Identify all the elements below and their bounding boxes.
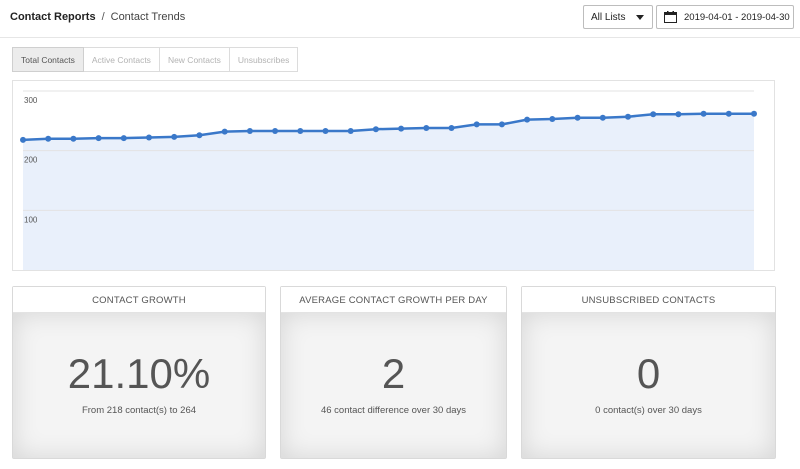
card-subtitle: 46 contact difference over 30 days: [320, 405, 467, 416]
data-point: [297, 128, 304, 134]
card-subtitle: 0 contact(s) over 30 days: [595, 405, 702, 416]
data-point: [675, 111, 682, 118]
data-point: [625, 113, 631, 120]
card-title: CONTACT GROWTH: [13, 287, 265, 313]
area-fill: [23, 113, 754, 270]
data-point: [650, 111, 657, 118]
average-growth-card: AVERAGE CONTACT GROWTH PER DAY 2 46 cont…: [280, 286, 507, 459]
y-tick-label: 100: [24, 215, 38, 224]
data-point: [171, 133, 178, 140]
contacts-trend-chart: 300 200 100: [20, 90, 757, 270]
card-value: 21.10%: [67, 350, 211, 397]
card-value: 0: [636, 350, 661, 397]
card-value: 2: [381, 350, 406, 397]
data-point: [120, 135, 127, 142]
data-point: [423, 125, 430, 131]
data-point: [751, 110, 757, 117]
metric-tabs: Total Contacts Active Contacts New Conta…: [12, 47, 299, 72]
data-point: [347, 128, 354, 134]
data-point: [700, 110, 707, 117]
y-tick-label: 200: [24, 156, 38, 165]
data-point: [70, 135, 77, 142]
card-body: 0 0 contact(s) over 30 days: [522, 313, 775, 458]
series-line: [22, 112, 754, 142]
y-tick-label: 300: [24, 96, 38, 105]
calendar-icon: [664, 11, 677, 23]
card-title: UNSUBSCRIBED CONTACTS: [522, 287, 775, 313]
contact-growth-card: CONTACT GROWTH 21.10% From 218 contact(s…: [12, 286, 266, 459]
card-body: 21.10% From 218 contact(s) to 264: [13, 313, 265, 458]
data-point: [524, 116, 531, 123]
data-point: [372, 126, 379, 133]
data-point: [95, 135, 102, 142]
caret-down-icon: [636, 15, 644, 20]
data-point: [322, 128, 329, 134]
tab-unsubscribes[interactable]: Unsubscribes: [229, 47, 299, 72]
data-point: [574, 114, 581, 121]
data-point: [498, 121, 505, 128]
data-point: [549, 116, 556, 122]
data-point: [221, 128, 228, 135]
card-subtitle: From 218 contact(s) to 264: [81, 405, 197, 416]
card-body: 2 46 contact difference over 30 days: [281, 313, 506, 458]
date-range-picker[interactable]: 2019-04-01 - 2019-04-30: [656, 5, 794, 29]
data-point: [599, 114, 606, 121]
tab-active-contacts[interactable]: Active Contacts: [83, 47, 160, 72]
tab-total-contacts[interactable]: Total Contacts: [12, 47, 84, 72]
card-title: AVERAGE CONTACT GROWTH PER DAY: [281, 287, 506, 313]
contacts-chart: 300 200 100: [12, 80, 775, 271]
data-point: [196, 132, 203, 139]
breadcrumb: Contact Reports / Contact Trends: [10, 11, 185, 23]
data-point: [246, 128, 253, 134]
data-point: [20, 136, 26, 143]
data-point: [45, 135, 52, 142]
data-point: [473, 121, 480, 128]
breadcrumb-contact-trends: Contact Trends: [110, 11, 186, 23]
data-point: [448, 125, 455, 131]
data-point: [146, 134, 152, 141]
data-point: [398, 125, 405, 132]
breadcrumb-contact-reports[interactable]: Contact Reports: [10, 11, 96, 23]
list-filter-select[interactable]: All Lists: [583, 5, 653, 29]
data-point: [725, 110, 732, 117]
tab-new-contacts[interactable]: New Contacts: [159, 47, 230, 72]
date-range-value: 2019-04-01 - 2019-04-30: [684, 12, 790, 23]
breadcrumb-separator: /: [101, 11, 105, 23]
list-filter-value: All Lists: [591, 12, 626, 23]
page-header: Contact Reports / Contact Trends All Lists…: [0, 0, 800, 38]
data-point: [272, 128, 279, 134]
unsubscribed-contacts-card: UNSUBSCRIBED CONTACTS 0 0 contact(s) ove…: [521, 286, 776, 459]
